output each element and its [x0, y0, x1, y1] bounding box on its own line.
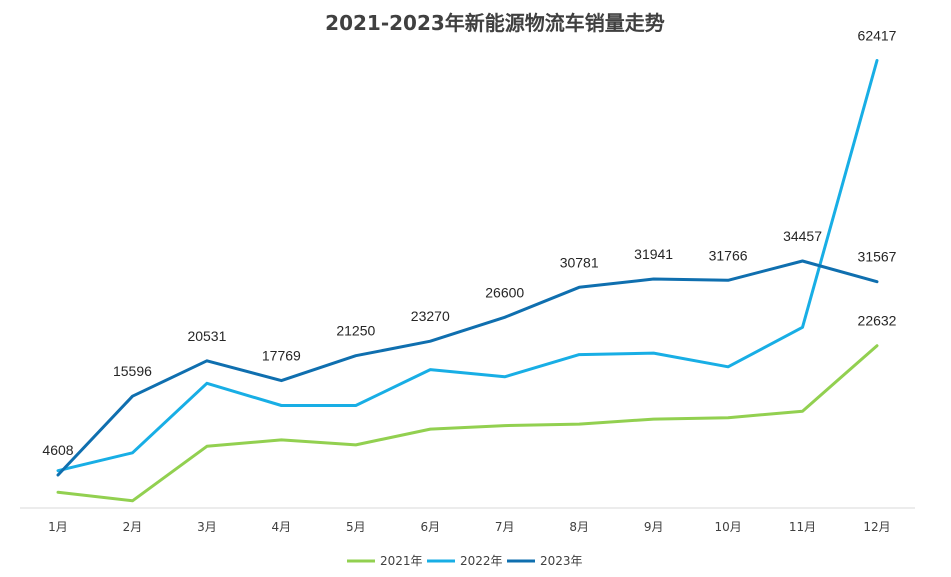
x-axis-tick-labels: 1月 2月 3月 4月 5月 6月 7月 8月 9月 10月 11月 12月: [48, 520, 890, 534]
data-label: 17769: [262, 348, 301, 364]
data-label: 31766: [709, 247, 748, 263]
x-tick-label: 3月: [197, 520, 217, 534]
x-tick-label: 7月: [495, 520, 515, 534]
legend-label: 2023年: [540, 554, 583, 568]
data-label: 34457: [783, 228, 822, 244]
x-tick-label: 10月: [714, 520, 741, 534]
data-label: 15596: [113, 363, 152, 379]
data-label: 62417: [858, 28, 897, 44]
chart-title: 2021-2023年新能源物流车销量走势: [325, 11, 665, 35]
legend: 2021年 2022年 2023年: [347, 554, 583, 568]
series-line-0: [56, 344, 879, 503]
x-tick-label: 4月: [272, 520, 292, 534]
x-tick-label: 1月: [48, 520, 68, 534]
data-label: 30781: [560, 254, 599, 270]
x-tick-label: 2月: [123, 520, 143, 534]
legend-label: 2022年: [460, 554, 503, 568]
legend-label: 2021年: [380, 554, 423, 568]
data-label: 31567: [858, 249, 897, 265]
series-lines: [56, 59, 879, 503]
data-label: 20531: [187, 328, 226, 344]
data-label: 4608: [42, 442, 73, 458]
x-tick-label: 5月: [346, 520, 366, 534]
data-label: 31941: [634, 246, 673, 262]
data-label: 23270: [411, 308, 450, 324]
data-label: 26600: [485, 284, 524, 300]
data-label: 22632: [858, 313, 897, 329]
data-label: 21250: [336, 323, 375, 339]
x-tick-label: 11月: [789, 520, 816, 534]
x-tick-label: 8月: [569, 520, 589, 534]
series-line-1: [56, 59, 879, 473]
x-tick-label: 9月: [644, 520, 664, 534]
x-tick-label: 6月: [420, 520, 440, 534]
data-labels: 62417 4608 15596 20531 17769 21250 23270 26600 3…: [42, 28, 896, 458]
series-line-2: [56, 259, 879, 477]
x-tick-label: 12月: [863, 520, 890, 534]
